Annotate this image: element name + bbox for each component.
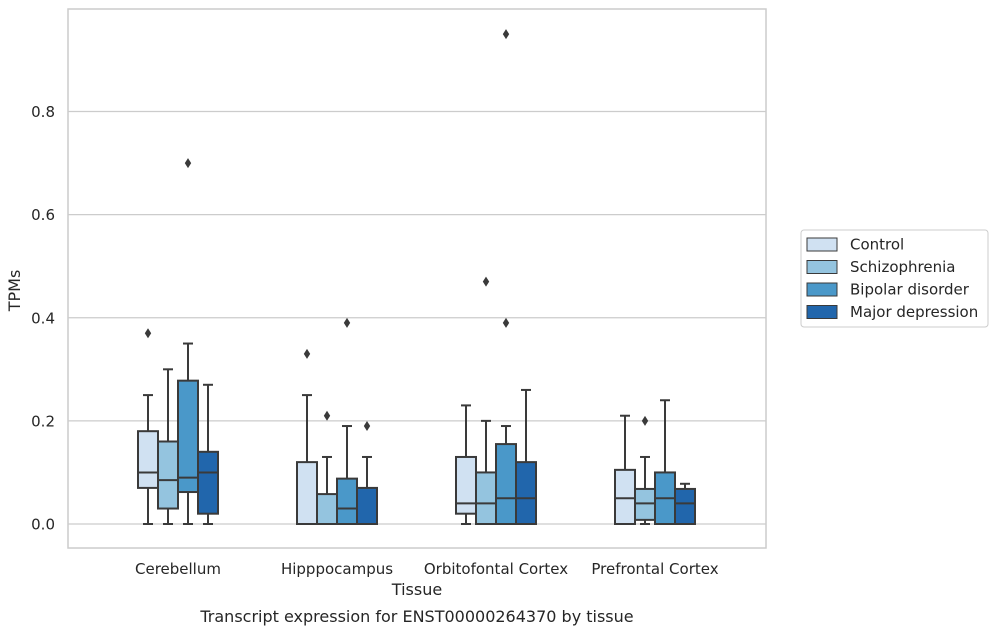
box-body (515, 461, 537, 525)
legend-label: Schizophrenia (850, 258, 955, 276)
box-body (197, 450, 219, 515)
x-tick-label: Hipppocampus (281, 560, 393, 578)
outlier-point (144, 328, 152, 339)
box-body (475, 471, 497, 525)
x-tick-label: Cerebellum (135, 560, 221, 578)
legend-item: Control (806, 236, 904, 254)
box-body (137, 430, 159, 489)
x-axis-label: Tissue (391, 580, 442, 599)
legend: Control Schizophrenia Bipolar disorder Majo… (800, 229, 989, 328)
box-body (674, 487, 696, 525)
legend-item: Schizophrenia (806, 258, 955, 276)
box-groups (137, 29, 696, 525)
box-3-3 (495, 29, 517, 525)
legend-frame (800, 229, 989, 328)
box-body (336, 477, 358, 525)
box-4-2 (356, 421, 378, 525)
legend-swatch (806, 305, 838, 319)
outlier-point (482, 276, 490, 287)
outlier-point (641, 415, 649, 426)
box-2-1 (157, 368, 179, 525)
box-body (157, 440, 179, 510)
x-tick-label: Orbitofontal Cortex (424, 560, 568, 578)
box-3-4 (654, 399, 676, 525)
x-tick-labels: Cerebellum Hipppocampus Orbitofontal Corte… (135, 560, 719, 578)
chart-caption: Transcript expression for ENST0000026437… (199, 607, 633, 626)
legend-label: Bipolar disorder (850, 281, 970, 299)
legend-swatch (806, 282, 838, 297)
y-axis-label: TPMs (5, 270, 24, 313)
legend-label: Major depression (850, 303, 978, 321)
box-4-1 (197, 383, 219, 525)
box-4-4 (674, 482, 696, 525)
box-body (455, 455, 477, 515)
plot-area-frame (67, 8, 767, 549)
y-tick-label: 0.0 (31, 516, 55, 534)
outlier-point (323, 410, 331, 421)
legend-swatch (806, 260, 838, 274)
y-tick-label: 0.2 (31, 412, 55, 430)
outlier-point (502, 29, 510, 40)
box-body (316, 493, 338, 525)
outlier-point (184, 158, 192, 169)
box-1-1 (137, 328, 159, 525)
box-body (177, 379, 199, 494)
y-tick-label: 0.4 (31, 309, 55, 327)
legend-item: Major depression (806, 303, 978, 321)
box-body (614, 468, 636, 525)
box-1-2 (296, 348, 318, 525)
outlier-point (343, 317, 351, 328)
box-1-3 (455, 404, 477, 525)
box-body (356, 486, 378, 525)
y-tick-labels: 0.0 0.2 0.4 0.6 0.8 (31, 103, 55, 534)
y-tick-label: 0.6 (31, 206, 55, 224)
box-2-2 (316, 410, 338, 525)
box-3-2 (336, 317, 358, 525)
box-body (634, 487, 656, 521)
x-tick-label: Prefrontal Cortex (591, 560, 718, 578)
box-3-1 (177, 158, 199, 525)
box-2-4 (634, 415, 656, 525)
outlier-point (303, 348, 311, 359)
box-body (495, 443, 517, 525)
y-tick-label: 0.8 (31, 103, 55, 121)
legend-swatch (806, 237, 838, 252)
outlier-point (363, 421, 371, 432)
legend-label: Control (850, 236, 904, 254)
outlier-point (502, 317, 510, 328)
legend-item: Bipolar disorder (806, 281, 970, 299)
box-body (296, 461, 318, 525)
box-4-3 (515, 388, 537, 525)
box-2-3 (475, 276, 497, 525)
box-1-4 (614, 414, 636, 525)
